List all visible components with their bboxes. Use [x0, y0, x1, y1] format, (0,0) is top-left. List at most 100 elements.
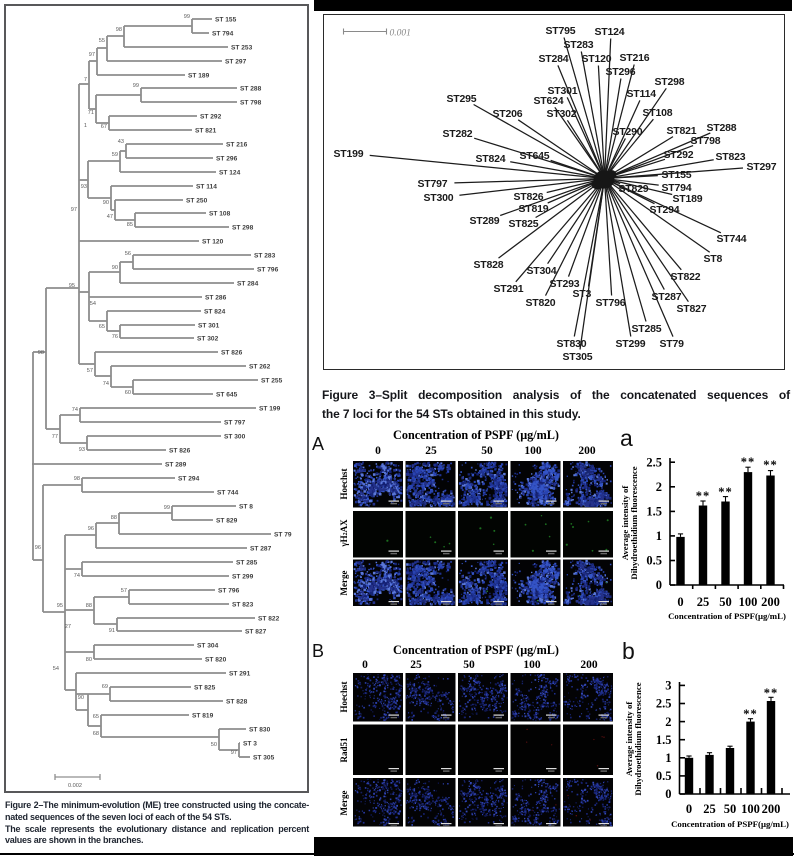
svg-text:ST 830: ST 830: [249, 726, 271, 733]
svg-text:56: 56: [125, 251, 131, 257]
svg-text:ST828: ST828: [473, 259, 503, 271]
svg-text:ST826: ST826: [513, 191, 543, 203]
svg-text:76: 76: [112, 334, 118, 340]
svg-text:ST288: ST288: [706, 122, 736, 134]
svg-text:27: 27: [65, 624, 71, 630]
svg-text:ST 114: ST 114: [196, 183, 217, 190]
svg-text:0: 0: [656, 578, 662, 592]
svg-text:**: **: [696, 489, 711, 503]
svg-text:59: 59: [112, 152, 118, 158]
svg-text:ST289: ST289: [469, 215, 499, 227]
svg-text:ST798: ST798: [690, 135, 720, 147]
svg-text:ST292: ST292: [663, 149, 693, 161]
svg-text:3: 3: [665, 679, 671, 693]
svg-text:200: 200: [762, 802, 781, 816]
svg-text:88: 88: [111, 515, 117, 521]
svg-text:ST 250: ST 250: [186, 197, 208, 204]
svg-text:ST301: ST301: [547, 85, 577, 97]
svg-text:ST291: ST291: [493, 283, 523, 295]
svg-text:ST206: ST206: [492, 108, 522, 120]
svg-text:ST302: ST302: [546, 108, 576, 120]
svg-text:ST624: ST624: [533, 95, 563, 107]
svg-text:ST 798: ST 798: [240, 99, 262, 106]
svg-text:0.5: 0.5: [646, 554, 662, 568]
svg-text:ST 794: ST 794: [212, 30, 234, 37]
svg-text:ST795: ST795: [545, 25, 575, 37]
svg-text:ST794: ST794: [661, 182, 691, 194]
svg-text:ST 285: ST 285: [236, 559, 258, 566]
svg-text:ST199: ST199: [333, 148, 363, 160]
svg-text:99: 99: [133, 83, 139, 89]
svg-text:0.5: 0.5: [656, 769, 672, 783]
svg-text:96: 96: [88, 526, 94, 532]
svg-text:ST 287: ST 287: [250, 545, 272, 552]
svg-text:Dihydroethidium fluorescence: Dihydroethidium fluorescence: [633, 682, 643, 795]
svg-text:0: 0: [677, 595, 683, 609]
svg-text:ST283: ST283: [563, 39, 593, 51]
svg-text:1: 1: [656, 529, 662, 543]
svg-text:ST829: ST829: [618, 183, 648, 195]
svg-text:ST 286: ST 286: [205, 294, 227, 301]
svg-text:ST825: ST825: [508, 218, 538, 230]
svg-text:ST155: ST155: [661, 169, 691, 181]
svg-text:74: 74: [103, 381, 109, 387]
svg-text:67: 67: [101, 124, 107, 130]
svg-text:**: **: [741, 455, 756, 469]
svg-text:ST287: ST287: [651, 291, 681, 303]
svg-text:ST 289: ST 289: [165, 461, 187, 468]
svg-text:ST 124: ST 124: [219, 169, 241, 176]
svg-text:71: 71: [88, 110, 94, 116]
svg-text:ST744: ST744: [716, 233, 746, 245]
svg-text:80: 80: [86, 657, 92, 663]
svg-text:7: 7: [84, 77, 87, 83]
svg-text:ST823: ST823: [715, 151, 745, 163]
svg-text:25: 25: [703, 802, 716, 816]
svg-text:ST114: ST114: [626, 88, 656, 100]
svg-text:ST821: ST821: [666, 125, 696, 137]
svg-text:54: 54: [53, 666, 59, 672]
svg-text:ST305: ST305: [562, 351, 592, 363]
svg-text:ST296: ST296: [605, 66, 635, 78]
svg-text:ST 301: ST 301: [198, 322, 220, 329]
svg-text:200: 200: [761, 595, 780, 609]
svg-text:98: 98: [116, 27, 122, 33]
svg-text:97: 97: [89, 52, 95, 58]
svg-text:ST216: ST216: [619, 52, 649, 64]
svg-text:ST 294: ST 294: [178, 475, 200, 482]
svg-text:1.5: 1.5: [656, 733, 672, 747]
svg-text:ST108: ST108: [642, 107, 672, 119]
svg-text:ST 826: ST 826: [221, 349, 243, 356]
svg-text:ST 820: ST 820: [205, 656, 227, 663]
svg-text:ST 744: ST 744: [217, 489, 239, 496]
svg-text:ST 108: ST 108: [209, 210, 231, 217]
svg-text:0: 0: [686, 802, 692, 816]
svg-text:1.5: 1.5: [646, 505, 662, 519]
svg-text:ST824: ST824: [475, 153, 505, 165]
svg-text:ST293: ST293: [549, 278, 579, 290]
svg-text:ST 826: ST 826: [169, 447, 191, 454]
svg-text:ST 120: ST 120: [202, 238, 224, 245]
svg-text:Dihydroethidium fluorescence: Dihydroethidium fluorescence: [629, 466, 639, 579]
svg-text:**: **: [718, 485, 733, 499]
svg-text:0: 0: [665, 787, 671, 801]
svg-text:ST 3: ST 3: [243, 740, 257, 747]
svg-text:Average intensity of: Average intensity of: [624, 701, 634, 777]
svg-text:2.5: 2.5: [656, 697, 672, 711]
svg-text:ST827: ST827: [676, 303, 706, 315]
svg-text:Average intensity of: Average intensity of: [620, 485, 630, 561]
svg-text:ST 797: ST 797: [224, 419, 246, 426]
svg-text:98: 98: [74, 476, 80, 482]
svg-text:85: 85: [127, 222, 133, 228]
svg-text:54: 54: [90, 301, 96, 307]
svg-text:95: 95: [69, 283, 75, 289]
svg-text:0.002: 0.002: [68, 783, 82, 789]
svg-text:ST298: ST298: [654, 76, 684, 88]
svg-text:ST 299: ST 299: [232, 573, 254, 580]
svg-text:ST 8: ST 8: [239, 503, 253, 510]
svg-text:ST282: ST282: [442, 128, 472, 140]
svg-text:93: 93: [79, 447, 85, 453]
svg-text:ST 821: ST 821: [195, 127, 217, 134]
svg-text:47: 47: [107, 214, 113, 220]
svg-text:90: 90: [103, 200, 109, 206]
svg-text:ST 796: ST 796: [218, 587, 240, 594]
